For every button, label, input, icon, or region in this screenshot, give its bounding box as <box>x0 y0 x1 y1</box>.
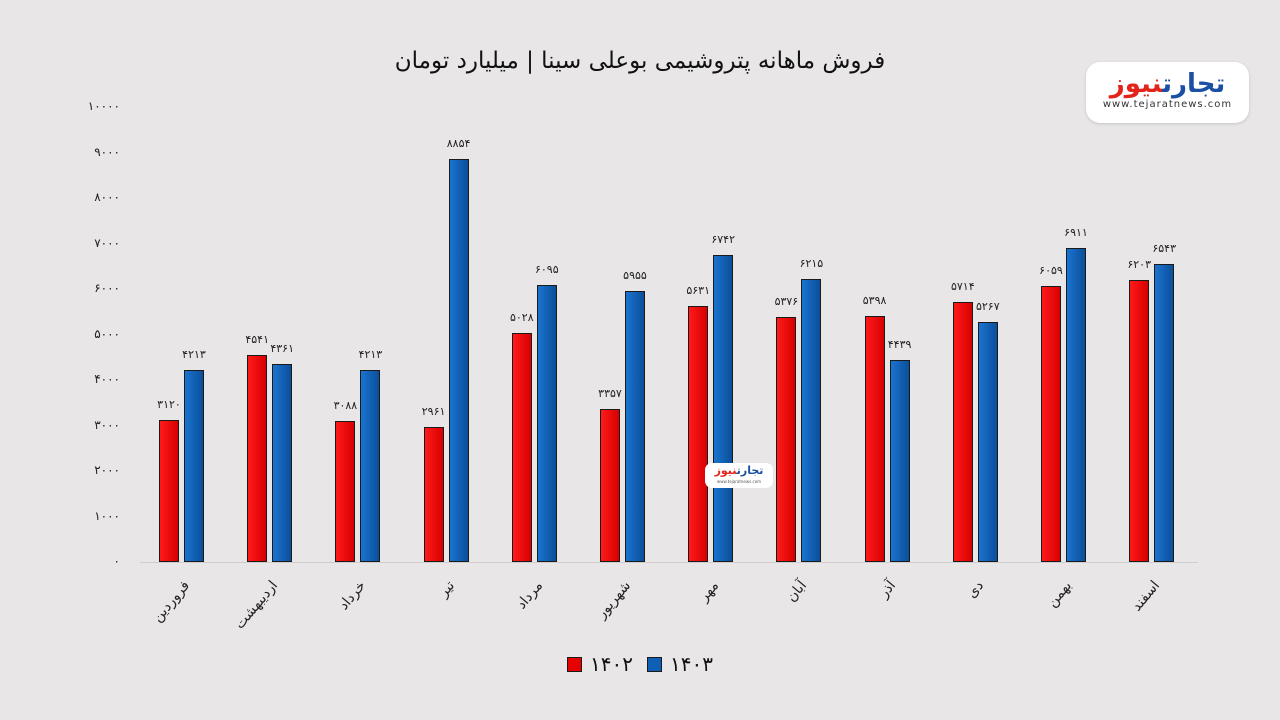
y-tick-label: ۴۰۰۰ <box>94 372 120 386</box>
value-label: ۶۹۱۱ <box>1064 225 1088 239</box>
watermark-logo: تجارتنیوز www.tejaratnews.com <box>705 463 773 488</box>
x-tick-label: بهمن <box>1044 577 1076 611</box>
bar-1402 <box>423 427 444 562</box>
value-label: ۵۷۱۴ <box>950 280 975 293</box>
value-label: ۴۵۴۱ <box>245 333 269 347</box>
value-label: ۵۲۶۷ <box>975 300 1000 314</box>
value-label: ۵۰۲۸ <box>509 311 534 325</box>
value-label: ۴۴۳۹ <box>887 338 912 352</box>
watermark-url: www.tejaratnews.com <box>716 479 762 484</box>
x-tick-label: مهر <box>696 577 723 605</box>
logo-part2: نیوز <box>1109 69 1163 99</box>
legend-label-1402: ۱۴۰۲ <box>590 652 633 676</box>
value-label: ۶۷۴۲ <box>711 233 735 247</box>
value-label: ۶۰۹۵ <box>534 262 559 276</box>
legend-label-1403: ۱۴۰۳ <box>670 652 713 676</box>
x-tick-label: اردیبهشت <box>231 577 282 633</box>
y-tick-label: ۷۰۰۰ <box>94 235 120 250</box>
bar-1402 <box>159 420 179 562</box>
value-label: ۴۳۶۱ <box>270 341 294 355</box>
value-label: ۵۳۷۶ <box>774 295 799 309</box>
bar-1402 <box>864 316 885 562</box>
value-label: ۶۰۵۹ <box>1039 264 1063 278</box>
x-axis-line <box>140 562 1198 563</box>
bar-1403 <box>360 370 381 562</box>
y-tick-label: ۳۰۰۰ <box>94 417 120 432</box>
logo-url: www.tejaratnews.com <box>1102 99 1233 110</box>
y-tick-label: ۶۰۰۰ <box>94 281 120 295</box>
bar-1402 <box>1129 279 1150 562</box>
bar-1402 <box>1041 286 1061 562</box>
value-label: ۴۲۱۳ <box>358 348 383 362</box>
value-label: ۸۸۵۴ <box>446 137 471 151</box>
value-label: ۳۳۵۷ <box>598 387 622 401</box>
bar-1403 <box>1154 264 1175 562</box>
y-tick-label: ۱۰۰۰ <box>94 508 120 523</box>
legend: ۱۴۰۲ ۱۴۰۳ <box>0 652 1280 676</box>
y-tick-label: ۹۰۰۰ <box>94 144 120 159</box>
x-tick-label: خرداد <box>336 577 370 614</box>
value-label: ۳۱۲۰ <box>157 398 181 412</box>
bar-1402 <box>335 421 356 562</box>
legend-item-1402: ۱۴۰۲ <box>567 652 633 676</box>
x-tick-label: آذر <box>875 577 899 602</box>
chart-title: فروش ماهانه پتروشیمی بوعلی سینا | میلیار… <box>394 48 886 74</box>
bar-1402 <box>688 305 709 562</box>
value-label: ۵۹۵۵ <box>623 269 647 283</box>
bar-1403 <box>713 255 734 562</box>
legend-swatch-blue <box>647 656 662 672</box>
bar-1403 <box>801 279 822 562</box>
bar-1402 <box>511 333 532 562</box>
watermark-part1: تجارت <box>736 464 764 477</box>
value-label: ۳۰۸۸ <box>333 399 358 413</box>
value-label: ۶۵۴۳ <box>1152 242 1176 256</box>
x-tick-label: اسفند <box>1129 577 1164 615</box>
value-label: ۵۶۳۱ <box>686 283 710 297</box>
y-tick-label: ۸۰۰۰ <box>94 190 120 204</box>
bar-1403 <box>272 363 293 562</box>
value-label: ۴۲۱۳ <box>182 348 206 362</box>
x-tick-label: دی <box>963 577 987 602</box>
watermark-part2: نیوز <box>714 464 737 477</box>
value-label: ۶۲۱۵ <box>799 257 824 271</box>
y-tick-label: ۰ <box>113 554 120 568</box>
bar-1403 <box>889 360 910 562</box>
bar-1403 <box>1066 247 1086 562</box>
bar-1402 <box>952 302 973 562</box>
logo-part1: تجارت <box>1162 69 1226 99</box>
x-tick-label: مرداد <box>513 577 546 613</box>
bar-1403 <box>977 322 998 562</box>
legend-swatch-red <box>567 656 583 672</box>
bar-1402 <box>600 409 620 562</box>
y-tick-label: ۵۰۰۰ <box>94 326 120 341</box>
legend-item-1403: ۱۴۰۳ <box>647 652 713 676</box>
x-tick-label: تیر <box>435 577 458 601</box>
bar-1403 <box>448 159 469 562</box>
bar-1403 <box>625 291 645 562</box>
x-tick-label: شهریور <box>593 577 635 622</box>
bar-1403 <box>536 284 557 562</box>
value-label: ۵۳۹۸ <box>862 294 887 308</box>
y-tick-label: ۲۰۰۰ <box>94 463 120 477</box>
y-tick-label: ۱۰۰۰۰ <box>87 99 120 113</box>
value-label: ۶۲۰۳ <box>1127 257 1151 271</box>
bar-1403 <box>184 370 204 562</box>
bar-1402 <box>776 317 797 562</box>
tejaratnews-logo: تجارتنیوز www.tejaratnews.com <box>1086 62 1249 123</box>
x-tick-label: فروردین <box>149 577 194 626</box>
bar-1402 <box>247 355 268 562</box>
x-tick-label: آبان <box>783 577 811 606</box>
value-label: ۲۹۶۱ <box>421 405 446 419</box>
